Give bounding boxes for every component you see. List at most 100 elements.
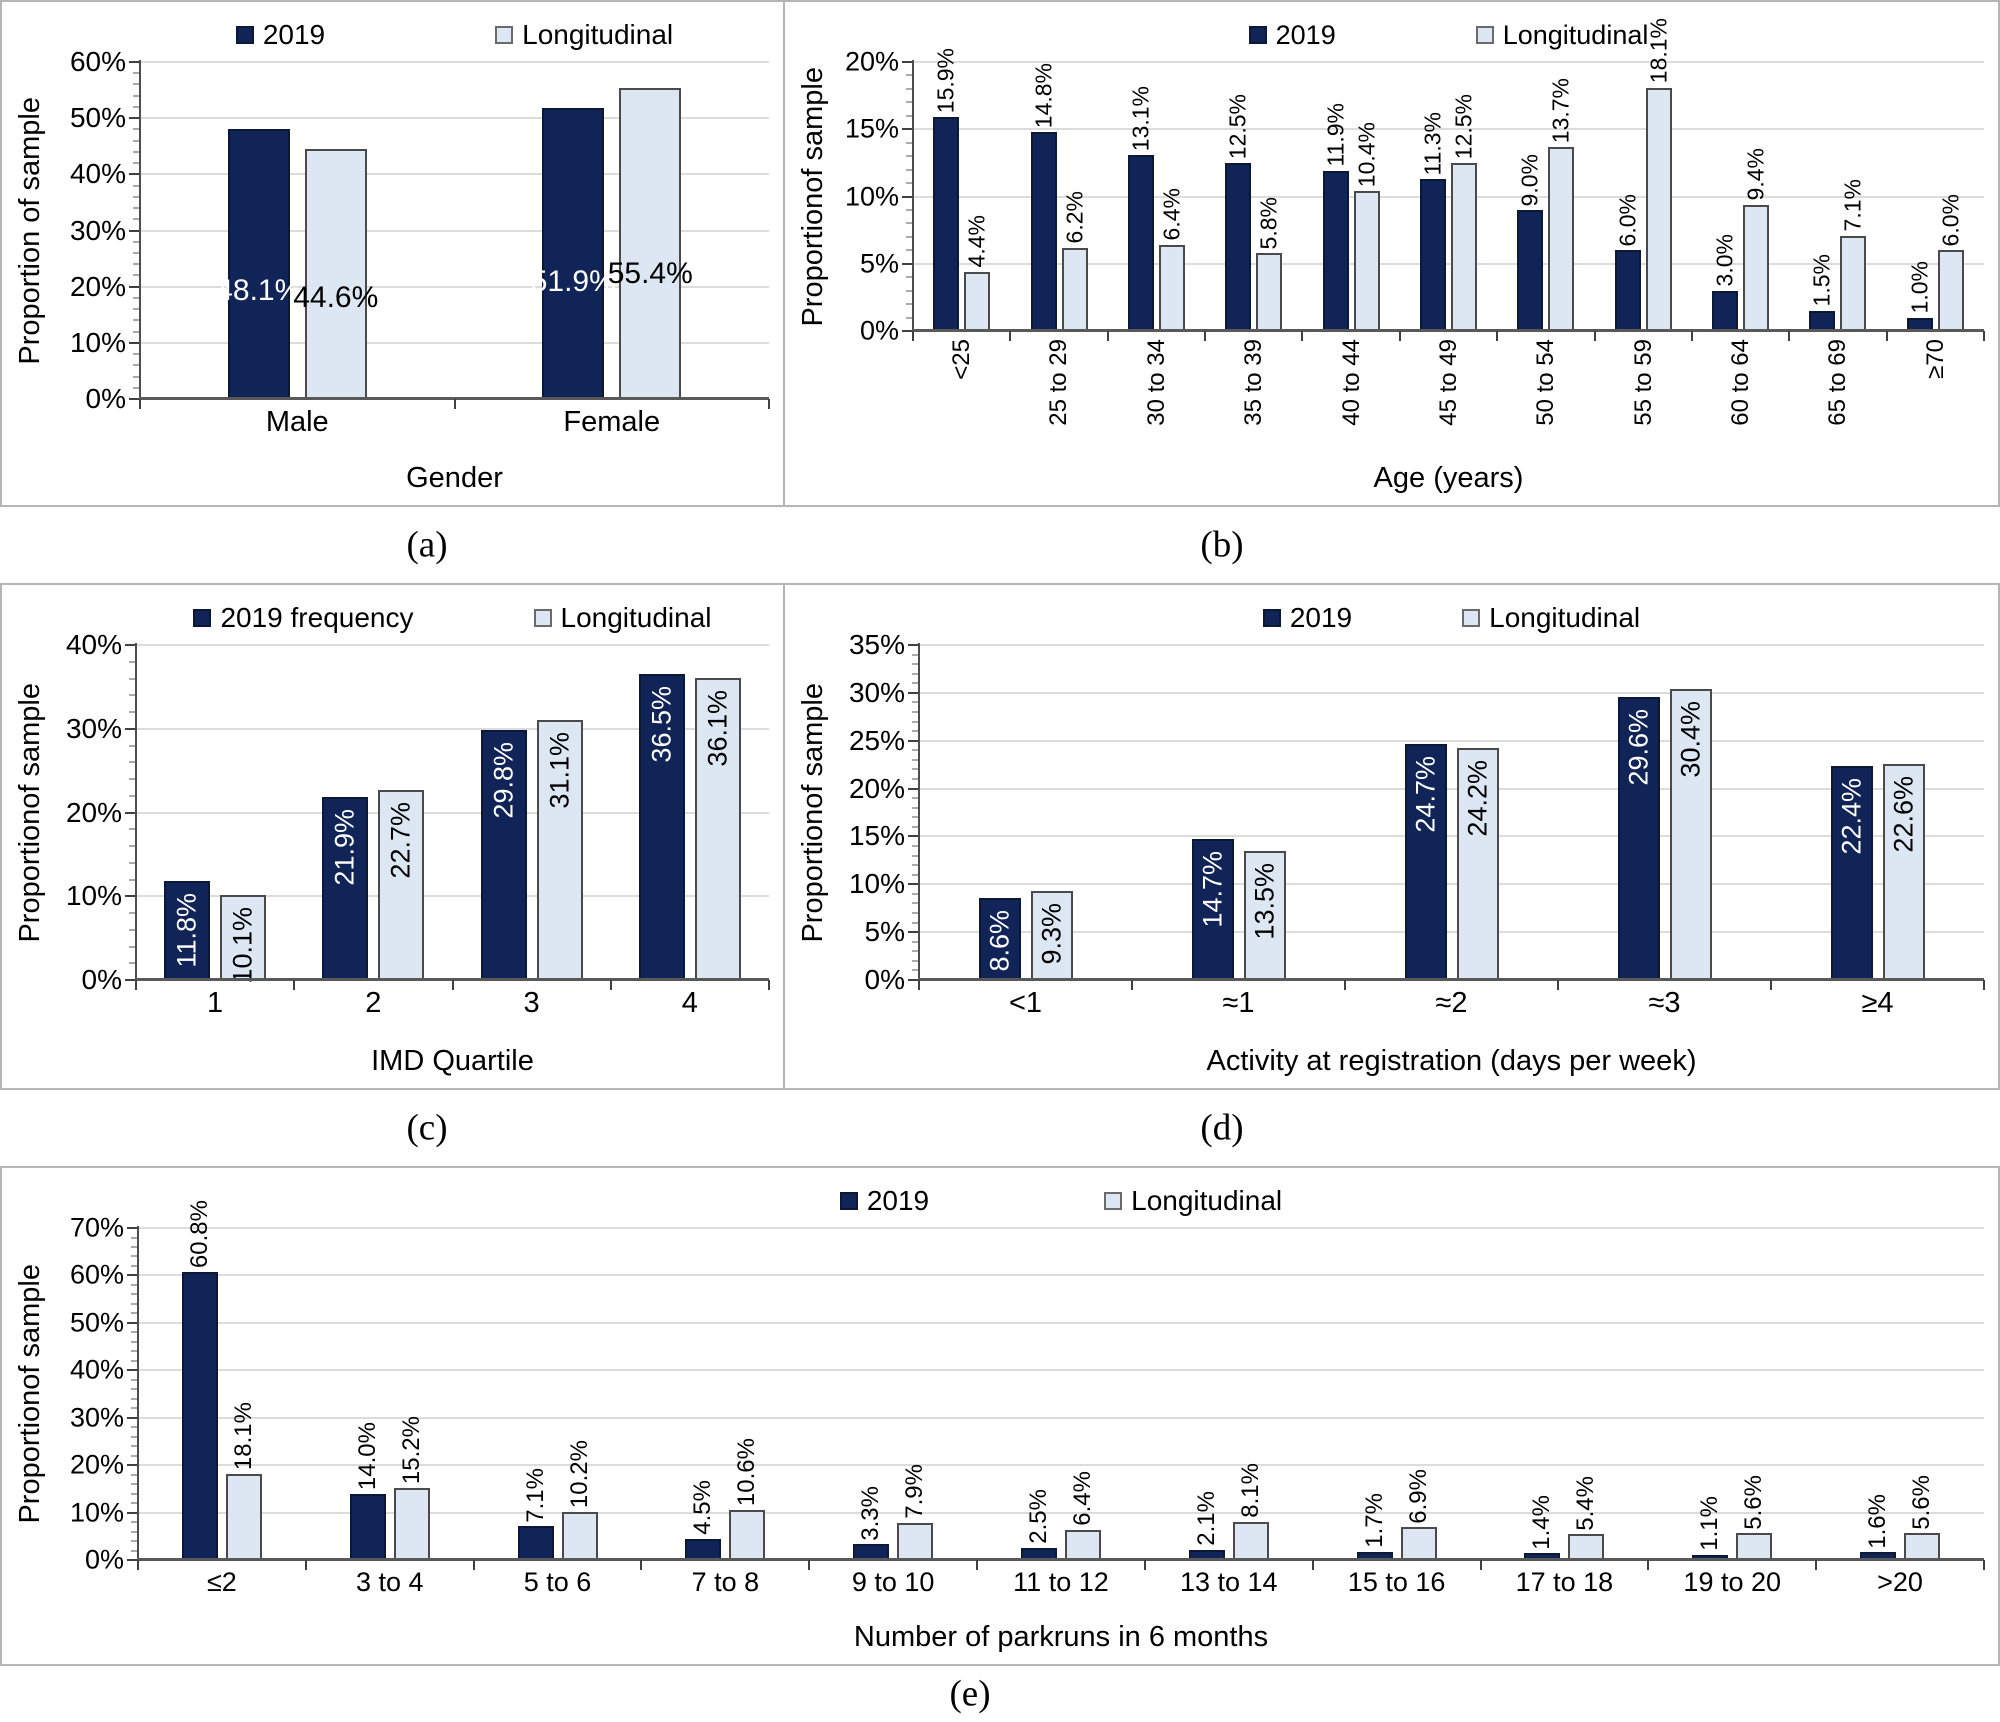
y-minor-tick — [129, 678, 136, 679]
bar-value-label: 13.5% — [1249, 862, 1279, 940]
y-major-tick — [908, 979, 919, 981]
gridline — [919, 739, 1984, 742]
y-minor-tick — [131, 1455, 138, 1457]
x-category-cell: 17 to 18 — [1481, 1560, 1649, 1614]
x-category-cell: 25 to 29 — [1010, 331, 1107, 455]
x-category-label: Male — [265, 406, 329, 438]
bar-value-label: 8.6% — [984, 909, 1014, 972]
y-tick-label: 15% — [848, 820, 905, 852]
x-category-cell: 5 to 6 — [474, 1560, 642, 1614]
x-axis-line — [139, 397, 769, 400]
bar-value-label: 14.0% — [353, 1421, 381, 1490]
bar-value-label: 24.2% — [1462, 760, 1492, 837]
x-boundary-tick — [1398, 331, 1401, 341]
bar-longitudinal: 30.4% — [1669, 689, 1712, 980]
y-minor-tick — [912, 922, 919, 924]
x-category-cell: <1 — [919, 980, 1132, 1038]
bar-value-label: 7.1% — [1839, 179, 1866, 232]
bar-longitudinal: 9.4% — [1743, 148, 1770, 331]
bar-longitudinal: 22.6% — [1882, 763, 1925, 980]
bar-2019: 60.8% — [181, 1200, 218, 1560]
x-category-label: 4 — [681, 987, 698, 1019]
x-category-label: ≈1 — [1222, 987, 1255, 1019]
y-minor-tick — [133, 252, 140, 254]
x-category-cell: ≥70 — [1887, 331, 1984, 455]
y-axis-title-text: Proportionof sample — [13, 1264, 46, 1524]
bar-value-label: 4.5% — [689, 1479, 717, 1535]
y-major-tick — [908, 787, 919, 790]
y-minor-tick — [133, 128, 140, 130]
y-tick-label: 35% — [848, 629, 905, 660]
bar-value-label: 6.4% — [1158, 188, 1185, 241]
x-axis-category-labels: 1 2 3 4 — [136, 980, 769, 1038]
gridline — [140, 341, 769, 344]
bar-group: 4.5% 10.6% — [641, 1228, 809, 1560]
bar-group: 48.1% 44.6% — [140, 62, 455, 399]
x-boundary-tick — [139, 399, 141, 409]
y-major-tick — [129, 285, 140, 288]
y-minor-tick — [131, 1388, 138, 1390]
x-boundary-tick — [137, 1560, 139, 1570]
bar-value-label: 22.6% — [1888, 775, 1918, 853]
legend-series-label: Longitudinal — [560, 602, 712, 633]
y-minor-tick — [912, 893, 919, 895]
caption-e: (e) — [949, 1673, 991, 1715]
x-boundary-tick — [135, 980, 137, 990]
y-minor-tick — [912, 874, 919, 876]
y-minor-tick — [906, 142, 913, 144]
y-axis-line — [139, 60, 141, 399]
y-minor-tick — [906, 155, 913, 157]
x-axis-line — [912, 329, 1984, 332]
y-tick-label: 10% — [65, 880, 122, 912]
bar-group: 11.3% 12.5% — [1400, 62, 1497, 331]
bar-2019: 8.6% — [978, 897, 1021, 980]
y-minor-tick — [912, 960, 919, 962]
x-boundary-tick — [1983, 980, 1985, 990]
y-tick-label: 0% — [859, 315, 899, 346]
y-minor-tick — [906, 236, 913, 238]
y-minor-tick — [129, 845, 136, 847]
y-minor-tick — [906, 209, 913, 211]
bar-group: 2.5% 6.4% — [977, 1228, 1145, 1560]
legend-series-label: Longitudinal — [522, 19, 674, 50]
x-boundary-tick — [1009, 331, 1012, 341]
y-major-tick — [908, 691, 919, 694]
x-category-cell: 3 to 4 — [306, 1560, 474, 1614]
bar-value-label: 44.6% — [293, 281, 379, 315]
bar-group: 14.7% 13.5% — [1132, 645, 1345, 980]
y-minor-tick — [131, 1493, 138, 1495]
y-minor-tick — [906, 276, 913, 278]
x-axis-line — [135, 978, 769, 981]
y-minor-tick — [912, 654, 919, 656]
y-minor-tick — [133, 196, 140, 198]
figure-row-3: 2019 Longitudinal Proportionof sample 0% 10%… — [0, 1166, 2000, 1666]
bar-longitudinal: 24.2% — [1456, 748, 1499, 980]
x-category-label: 50 to 54 — [1532, 339, 1560, 426]
caption-b: (b) — [1200, 524, 1244, 566]
x-boundary-tick — [304, 1560, 307, 1570]
bar-group: 15.9% 4.4% — [913, 48, 1010, 331]
y-axis-tick-labels: 0% 5% 10% 15% 20% — [835, 48, 913, 344]
gridline — [138, 1369, 1984, 1372]
bar-value-label: 2.5% — [1024, 1489, 1052, 1545]
x-boundary-tick — [640, 1560, 643, 1570]
y-axis-title-text: Proportion of sample — [13, 96, 46, 365]
bar-group: 8.6% 9.3% — [919, 645, 1132, 980]
gridline — [140, 61, 769, 63]
y-minor-tick — [131, 1255, 138, 1257]
bar-value-label: 6.0% — [1614, 193, 1641, 247]
legend-series-label: Longitudinal — [1131, 1185, 1283, 1216]
panel-e-parkruns-chart: 2019 Longitudinal Proportionof sample 0% 10%… — [2, 1168, 1998, 1664]
bar-value-label: 31.1% — [544, 731, 575, 809]
bar-longitudinal: 6.4% — [1064, 1471, 1101, 1560]
legend-series-label: 2019 — [1275, 19, 1336, 50]
x-category-cell: ≈2 — [1345, 980, 1558, 1038]
y-tick-label: 0% — [85, 383, 126, 414]
y-tick-label: 40% — [65, 629, 122, 660]
x-boundary-tick — [1593, 331, 1596, 341]
y-axis-tick-labels: 0% 10% 20% 30% 40% — [52, 631, 136, 994]
bar-2019: 48.1% — [216, 128, 301, 399]
y-major-tick — [129, 398, 140, 400]
y-minor-tick — [131, 1531, 138, 1533]
legend-item-2019: 2019 frequency — [193, 602, 414, 634]
